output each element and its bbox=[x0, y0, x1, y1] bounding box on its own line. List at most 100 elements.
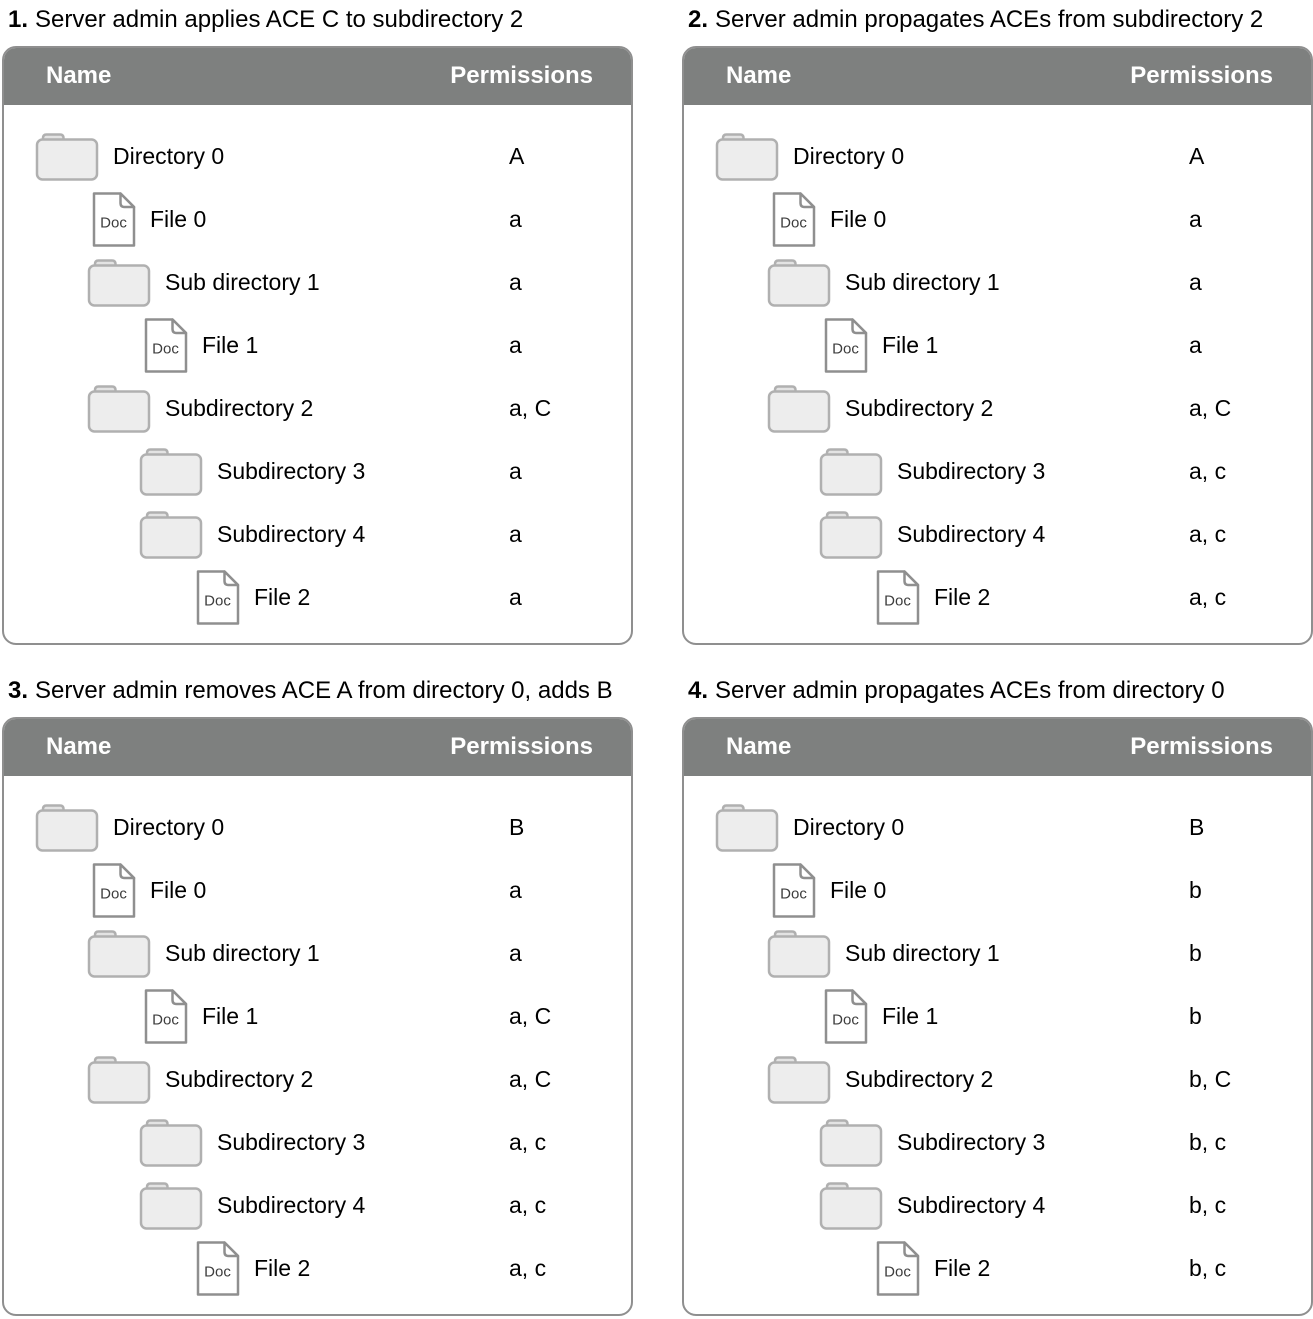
document-icon: Doc bbox=[143, 317, 189, 374]
item-name-cell: Doc File 2 bbox=[875, 1240, 1189, 1297]
item-name: File 0 bbox=[830, 205, 887, 232]
folder-icon bbox=[34, 130, 100, 182]
item-permissions: b bbox=[1189, 876, 1202, 903]
folder-icon bbox=[86, 927, 152, 979]
item-name-cell: Subdirectory 2 bbox=[86, 1053, 509, 1105]
item-name-cell: Doc File 0 bbox=[91, 862, 509, 919]
document-glyph: Doc bbox=[876, 1240, 920, 1296]
document-glyph: Doc bbox=[92, 192, 136, 247]
panel-caption-text: Server admin propagates ACEs from subdir… bbox=[715, 6, 1264, 33]
item-name: File 2 bbox=[254, 583, 311, 610]
folder-icon bbox=[714, 801, 780, 853]
panel-2: 2. Server admin propagates ACEs from subd… bbox=[682, 2, 1313, 645]
item-name: File 2 bbox=[254, 1254, 311, 1281]
item-name-cell: Sub directory 1 bbox=[766, 256, 1189, 308]
doc-icon-label: Doc bbox=[884, 1263, 911, 1280]
item-permissions: A bbox=[1189, 142, 1205, 169]
item-name: File 0 bbox=[150, 876, 207, 903]
item-name-cell: Subdirectory 4 bbox=[138, 1179, 509, 1231]
doc-icon-label: Doc bbox=[884, 592, 911, 609]
file-listing-panel: Name Permissions Directory 0 B Doc File 0 b Sub… bbox=[682, 716, 1313, 1316]
folder-glyph bbox=[139, 1182, 203, 1230]
column-header-permissions: Permissions bbox=[450, 62, 593, 90]
item-name-cell: Subdirectory 3 bbox=[818, 1116, 1189, 1168]
document-icon: Doc bbox=[771, 862, 817, 919]
document-icon: Doc bbox=[91, 862, 137, 919]
document-glyph: Doc bbox=[824, 318, 868, 373]
item-name-cell: Directory 0 bbox=[714, 801, 1189, 853]
document-icon: Doc bbox=[823, 317, 869, 374]
folder-icon bbox=[138, 508, 204, 560]
item-name-cell: Subdirectory 3 bbox=[138, 1116, 509, 1168]
item-name: Sub directory 1 bbox=[165, 268, 320, 295]
doc-icon-label: Doc bbox=[204, 592, 231, 609]
file-row: Doc File 2 a, c bbox=[34, 1237, 631, 1300]
item-name: File 1 bbox=[202, 331, 259, 358]
folder-row: Subdirectory 4 a bbox=[34, 503, 631, 566]
folder-icon bbox=[86, 256, 152, 308]
item-name: Subdirectory 3 bbox=[217, 457, 366, 484]
item-name: Subdirectory 2 bbox=[165, 394, 314, 421]
item-name: Subdirectory 4 bbox=[217, 520, 366, 547]
file-row: Doc File 1 a bbox=[34, 314, 631, 377]
document-icon: Doc bbox=[143, 988, 189, 1045]
folder-glyph bbox=[819, 448, 883, 497]
panel-1: 1. Server admin applies ACE C to subdirec… bbox=[2, 2, 633, 645]
doc-icon-label: Doc bbox=[152, 340, 179, 357]
document-glyph: Doc bbox=[196, 570, 240, 625]
item-name-cell: Directory 0 bbox=[34, 801, 509, 853]
item-permissions: a, C bbox=[509, 394, 552, 421]
item-name: File 2 bbox=[934, 583, 991, 610]
listing-body: Directory 0 A Doc File 0 a Sub directory 1 a Do… bbox=[684, 105, 1311, 643]
doc-icon-label: Doc bbox=[832, 1011, 859, 1028]
document-icon: Doc bbox=[875, 1240, 921, 1297]
document-glyph: Doc bbox=[144, 988, 188, 1044]
folder-glyph bbox=[87, 259, 151, 308]
folder-glyph bbox=[767, 385, 831, 434]
folder-icon bbox=[766, 256, 832, 308]
folder-glyph bbox=[139, 1119, 203, 1167]
panel-caption: 4. Server admin propagates ACEs from dire… bbox=[688, 677, 1313, 706]
document-glyph: Doc bbox=[772, 862, 816, 918]
item-permissions: b, C bbox=[1189, 1065, 1232, 1092]
column-header-name: Name bbox=[726, 733, 792, 761]
folder-icon bbox=[818, 1179, 884, 1231]
document-glyph: Doc bbox=[144, 318, 188, 373]
panel-caption-text: Server admin propagates ACEs from direct… bbox=[715, 676, 1225, 704]
item-name: Subdirectory 3 bbox=[217, 1128, 366, 1155]
file-row: Doc File 1 b bbox=[714, 985, 1311, 1048]
folder-icon bbox=[34, 801, 100, 853]
folder-row: Subdirectory 4 b, c bbox=[714, 1174, 1311, 1237]
folder-glyph bbox=[767, 259, 831, 308]
panel-number: 3. bbox=[8, 676, 29, 704]
folder-row: Subdirectory 3 a, c bbox=[34, 1111, 631, 1174]
doc-icon-label: Doc bbox=[100, 214, 127, 231]
item-permissions: a bbox=[1189, 331, 1202, 358]
item-permissions: B bbox=[1189, 813, 1205, 840]
doc-icon-label: Doc bbox=[832, 340, 859, 357]
item-name-cell: Doc File 1 bbox=[143, 317, 509, 374]
item-permissions: A bbox=[509, 142, 525, 169]
item-name-cell: Directory 0 bbox=[34, 130, 509, 182]
document-icon: Doc bbox=[875, 569, 921, 626]
panel-number: 1. bbox=[8, 6, 29, 33]
doc-icon-label: Doc bbox=[780, 214, 807, 231]
document-glyph: Doc bbox=[876, 570, 920, 625]
folder-row: Sub directory 1 a bbox=[34, 922, 631, 985]
folder-icon bbox=[818, 508, 884, 560]
folder-icon bbox=[818, 445, 884, 497]
folder-icon bbox=[86, 1053, 152, 1105]
doc-icon-label: Doc bbox=[780, 885, 807, 902]
folder-icon bbox=[138, 445, 204, 497]
item-name-cell: Subdirectory 4 bbox=[138, 508, 509, 560]
item-name: Sub directory 1 bbox=[165, 939, 320, 966]
item-name: Directory 0 bbox=[793, 142, 905, 169]
item-name: Directory 0 bbox=[113, 142, 225, 169]
panel-caption-text: Server admin applies ACE C to subdirecto… bbox=[35, 6, 524, 33]
folder-icon bbox=[138, 1179, 204, 1231]
folder-glyph bbox=[139, 448, 203, 497]
listing-header: Name Permissions bbox=[4, 718, 631, 776]
item-name: Subdirectory 4 bbox=[217, 1191, 366, 1218]
file-row: Doc File 1 a, C bbox=[34, 985, 631, 1048]
